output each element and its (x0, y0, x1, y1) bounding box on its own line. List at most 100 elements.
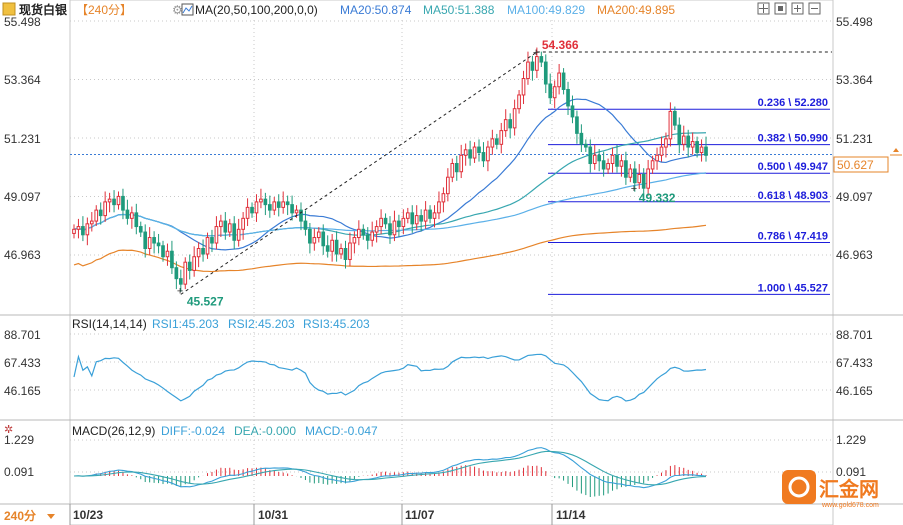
candle (659, 136, 664, 162)
candle (259, 188, 263, 209)
candle (276, 194, 281, 217)
macd-value: MACD:-0.047 (305, 424, 378, 438)
candle (285, 195, 290, 216)
candle (392, 210, 397, 242)
candle (677, 117, 682, 154)
candle (494, 133, 499, 150)
candle (343, 240, 348, 269)
candle (236, 218, 241, 247)
ma100-value: MA100:49.829 (507, 3, 585, 17)
candle (655, 147, 659, 170)
candle (143, 224, 148, 258)
zoom-out-icon[interactable] (808, 2, 821, 15)
candle (192, 246, 197, 277)
zoom-in-icon[interactable] (791, 2, 804, 15)
candle (210, 229, 214, 253)
candle (161, 240, 165, 262)
candle (112, 190, 116, 213)
y-tick-right: 46.963 (836, 248, 873, 262)
candle (619, 154, 624, 177)
candle (170, 240, 174, 274)
settings-gear-icon[interactable]: ⚙ (172, 3, 183, 17)
candle (588, 139, 593, 173)
candle (263, 192, 268, 216)
chart-icon[interactable] (2, 2, 16, 16)
rsi-panel (70, 333, 833, 402)
candle (72, 224, 76, 239)
move-icon[interactable] (757, 2, 770, 15)
candle (379, 209, 383, 235)
fib-level-label: 0.236 \ 52.280 (758, 97, 828, 109)
current-price-tag (833, 156, 889, 173)
candle (316, 227, 321, 243)
fib-level-label: 0.786 \ 47.419 (758, 230, 828, 242)
candle (454, 155, 459, 181)
rsi-tick-left: 88.701 (4, 328, 41, 342)
macd-dea-value: DEA:-0.000 (234, 424, 296, 438)
price-arrow-icon (893, 148, 899, 152)
candle (178, 269, 183, 292)
rsi-title: RSI(14,14,14) (72, 317, 147, 331)
candle (561, 68, 566, 95)
candle (201, 239, 205, 262)
candle (490, 129, 495, 155)
macd-settings-icon[interactable]: ✲ (4, 424, 13, 436)
ma50-value: MA50:51.388 (423, 3, 495, 17)
macd-tick-right: 0.091 (836, 465, 866, 479)
swing-low-label: 49.332 (639, 191, 676, 205)
candle (214, 216, 219, 250)
candle (85, 217, 90, 246)
macd-tick-right: 1.229 (836, 433, 866, 447)
candle (570, 95, 575, 124)
low-price-label: 45.527 (187, 294, 224, 308)
candle (352, 231, 357, 254)
macd-tick-left: 0.091 (4, 465, 34, 479)
candle (690, 132, 695, 155)
ma200-line (73, 224, 707, 273)
candle (138, 221, 143, 237)
candle (486, 140, 490, 172)
candle (334, 231, 339, 262)
candle (552, 80, 557, 109)
candle (272, 196, 277, 216)
candle (152, 231, 156, 254)
candle (548, 73, 553, 105)
fullscreen-icon[interactable] (774, 2, 787, 15)
x-tick: 11/14 (556, 508, 586, 522)
fib-level-label: 0.500 \ 49.947 (758, 161, 828, 173)
candle (695, 136, 699, 158)
candle (410, 205, 415, 233)
candle (383, 213, 388, 229)
candle (223, 212, 228, 240)
candle (668, 102, 673, 147)
candle (699, 139, 704, 162)
period-selector-button[interactable]: 240分 (2, 508, 55, 524)
candle (499, 122, 504, 154)
candle (121, 188, 125, 220)
candle (94, 205, 99, 227)
rsi-tick-left: 67.433 (4, 356, 41, 370)
candle (81, 216, 85, 242)
candle (472, 142, 477, 163)
candle (468, 140, 472, 166)
candle (165, 243, 170, 266)
y-tick-left: 51.231 (4, 132, 41, 146)
rsi3-value: RSI3:45.203 (303, 317, 370, 331)
rsi1-value: RSI1:45.203 (152, 317, 219, 331)
rsi-tick-right: 46.165 (836, 384, 873, 398)
candle (450, 158, 455, 183)
candle (606, 158, 610, 174)
candle (267, 195, 272, 218)
low-marker: + (177, 285, 183, 297)
candle (405, 207, 410, 224)
swing-low-marker: + (631, 183, 637, 195)
high-marker: + (533, 47, 539, 59)
candle (646, 159, 650, 196)
candle (459, 144, 464, 179)
ma-indicator-icon[interactable] (181, 3, 194, 16)
rsi2-value: RSI2:45.203 (228, 317, 295, 331)
period-tag: 【240分】 (76, 3, 132, 17)
macd-diff-value: DIFF:-0.024 (161, 424, 225, 438)
candle (592, 144, 597, 170)
